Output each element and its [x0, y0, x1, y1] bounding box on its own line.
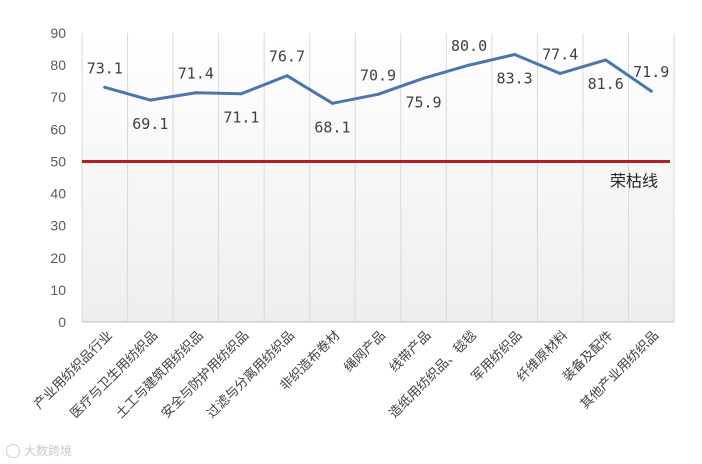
data-label: 71.1 — [223, 109, 259, 127]
data-label: 75.9 — [405, 93, 441, 111]
watermark-text: 大数跨境 — [24, 444, 73, 458]
data-label: 69.1 — [132, 115, 168, 133]
x-axis: 产业用纺织品行业医疗与卫生用纺织品土工与建筑用纺织品安全与防护用纺织品过滤与分离… — [31, 321, 674, 422]
data-label: 71.4 — [178, 65, 214, 83]
y-tick-label: 40 — [50, 186, 66, 202]
data-point — [604, 58, 608, 62]
vertical-gridlines — [81, 33, 675, 322]
data-label: 76.7 — [269, 48, 305, 66]
data-labels-group: 73.1 69.1 71.4 71.1 76.7 68.1 70.9 75.9 80.0 83.3… — [87, 37, 670, 136]
data-point — [649, 89, 653, 93]
data-point — [239, 92, 243, 96]
x-tick-label: 安全与防护用纺织品 — [158, 328, 252, 422]
data-point — [194, 91, 198, 95]
data-label: 80.0 — [451, 37, 487, 55]
data-point — [103, 85, 107, 89]
data-point — [467, 63, 471, 67]
y-tick-label: 90 — [50, 25, 66, 41]
data-point — [558, 71, 562, 75]
x-tick-label: 线带产品 — [387, 328, 434, 375]
y-tick-label: 20 — [50, 250, 66, 266]
reference-line-group: 荣枯线 — [82, 159, 670, 190]
data-point — [422, 76, 426, 80]
data-label: 83.3 — [497, 70, 533, 88]
x-tick-label: 绳网产品 — [341, 328, 388, 375]
series-group — [103, 53, 653, 105]
data-label: 71.9 — [633, 63, 669, 81]
data-point — [148, 98, 152, 102]
data-label: 68.1 — [314, 118, 350, 136]
y-tick-label: 50 — [50, 153, 66, 169]
watermark-icon — [6, 443, 20, 458]
y-tick-label: 80 — [50, 57, 66, 73]
data-label: 81.6 — [588, 75, 624, 93]
y-tick-label: 60 — [50, 121, 66, 137]
watermark-logo: 大数跨境 — [6, 442, 72, 459]
y-tick-label: 70 — [50, 89, 66, 105]
plot-area-background — [82, 33, 674, 322]
data-point — [330, 101, 334, 105]
data-point — [513, 53, 517, 57]
x-tick-label: 医疗与卫生用纺织品 — [68, 328, 161, 421]
y-axis: 0 10 20 30 40 50 60 70 80 90 — [50, 25, 66, 330]
x-tick-label: 土工与建筑用纺织品 — [113, 328, 207, 422]
x-tick-label: 产业用纺织品行业 — [31, 328, 115, 412]
x-tick-label: 过滤与分离用纺织品 — [204, 328, 298, 422]
data-point — [376, 92, 380, 96]
data-label: 73.1 — [87, 59, 123, 77]
data-label: 77.4 — [542, 45, 578, 63]
y-tick-label: 30 — [50, 218, 66, 234]
x-tick-label: 造纸用纺织品、毯毯 — [387, 328, 480, 421]
y-tick-label: 0 — [58, 314, 66, 330]
data-label: 70.9 — [360, 66, 396, 84]
x-tick-label: 其他产业用纺织品 — [578, 328, 662, 412]
y-tick-label: 10 — [50, 282, 66, 298]
reference-line-label: 荣枯线 — [610, 171, 658, 190]
data-point — [285, 74, 289, 78]
